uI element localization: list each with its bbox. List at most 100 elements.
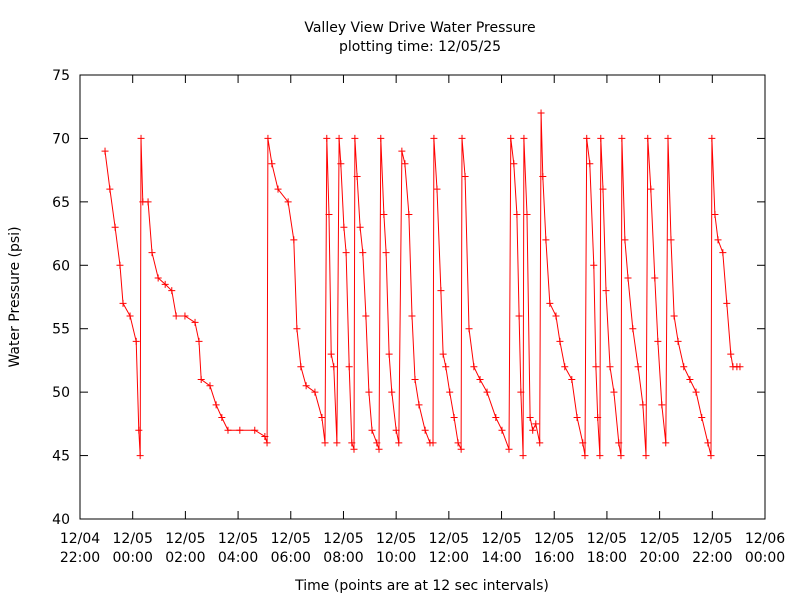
data-point (111, 223, 119, 231)
data-point (736, 363, 744, 371)
data-point (335, 134, 343, 142)
data-point (212, 401, 220, 409)
data-point (195, 337, 203, 345)
data-point (119, 299, 127, 307)
data-point (596, 452, 604, 460)
data-point (719, 249, 727, 257)
data-point (647, 185, 655, 193)
data-point (664, 134, 672, 142)
data-point (667, 236, 675, 244)
data-point (161, 280, 169, 288)
data-point (350, 445, 358, 453)
data-point (592, 363, 600, 371)
data-point (513, 211, 521, 219)
x-tick-label: 12/06 00:00 (745, 531, 785, 566)
data-point (297, 363, 305, 371)
data-point (101, 147, 109, 155)
data-point (624, 274, 632, 282)
data-point (137, 134, 145, 142)
data-point (454, 439, 462, 447)
data-point (132, 337, 140, 345)
data-point (368, 426, 376, 434)
data-point (594, 414, 602, 422)
data-point (388, 388, 396, 396)
data-point (144, 198, 152, 206)
data-point (340, 223, 348, 231)
data-point (519, 452, 527, 460)
data-point (380, 211, 388, 219)
data-point (458, 134, 466, 142)
data-point (610, 388, 618, 396)
data-point (437, 287, 445, 295)
data-point (395, 439, 403, 447)
data-point (415, 401, 423, 409)
data-point (348, 439, 356, 447)
data-point (461, 172, 469, 180)
data-point (321, 439, 329, 447)
data-point (483, 388, 491, 396)
data-point (692, 388, 700, 396)
data-point (507, 134, 515, 142)
data-point (408, 312, 416, 320)
data-point (429, 439, 437, 447)
data-point (126, 312, 134, 320)
data-point (465, 325, 473, 333)
data-point (505, 445, 513, 453)
data-point (529, 426, 537, 434)
data-point (342, 249, 350, 257)
data-point (662, 439, 670, 447)
x-tick-label: 12/05 22:00 (692, 531, 732, 566)
data-point (392, 426, 400, 434)
data-point (116, 261, 124, 269)
data-point (617, 452, 625, 460)
data-point (439, 350, 447, 358)
y-tick-label: 60 (52, 258, 70, 274)
data-point (136, 452, 144, 460)
data-point (268, 160, 276, 168)
plot-frame (79, 74, 766, 520)
data-point (552, 312, 560, 320)
data-point (264, 134, 272, 142)
x-tick-label: 12/05 20:00 (639, 531, 679, 566)
data-point (674, 337, 682, 345)
data-point (325, 211, 333, 219)
data-point (450, 414, 458, 422)
data-point (405, 211, 413, 219)
chart-subtitle: plotting time: 12/05/25 (339, 39, 501, 55)
data-point (583, 134, 591, 142)
data-point (430, 134, 438, 142)
data-point (536, 439, 544, 447)
chart-title: Valley View Drive Water Pressure (304, 20, 535, 36)
data-point (615, 439, 623, 447)
data-point (375, 445, 383, 453)
data-point (526, 414, 534, 422)
data-point (236, 426, 244, 434)
data-point (318, 414, 326, 422)
data-point (686, 375, 694, 383)
data-point (568, 375, 576, 383)
data-point (654, 337, 662, 345)
data-point (537, 109, 545, 117)
data-point (263, 439, 271, 447)
x-tick-label: 12/05 14:00 (481, 531, 521, 566)
y-tick-label: 70 (52, 131, 70, 147)
data-point (546, 299, 554, 307)
data-point (711, 211, 719, 219)
x-tick-label: 12/04 22:00 (60, 531, 100, 566)
data-point (356, 223, 364, 231)
data-point (597, 134, 605, 142)
data-point (639, 401, 647, 409)
data-point (181, 312, 189, 320)
data-point (191, 318, 199, 326)
data-point (251, 426, 259, 434)
data-point (385, 350, 393, 358)
data-point (523, 211, 531, 219)
data-point (457, 445, 465, 453)
data-point (586, 160, 594, 168)
data-point (515, 312, 523, 320)
data-point (532, 420, 540, 428)
data-point (197, 375, 205, 383)
data-point (707, 452, 715, 460)
data-point (581, 452, 589, 460)
